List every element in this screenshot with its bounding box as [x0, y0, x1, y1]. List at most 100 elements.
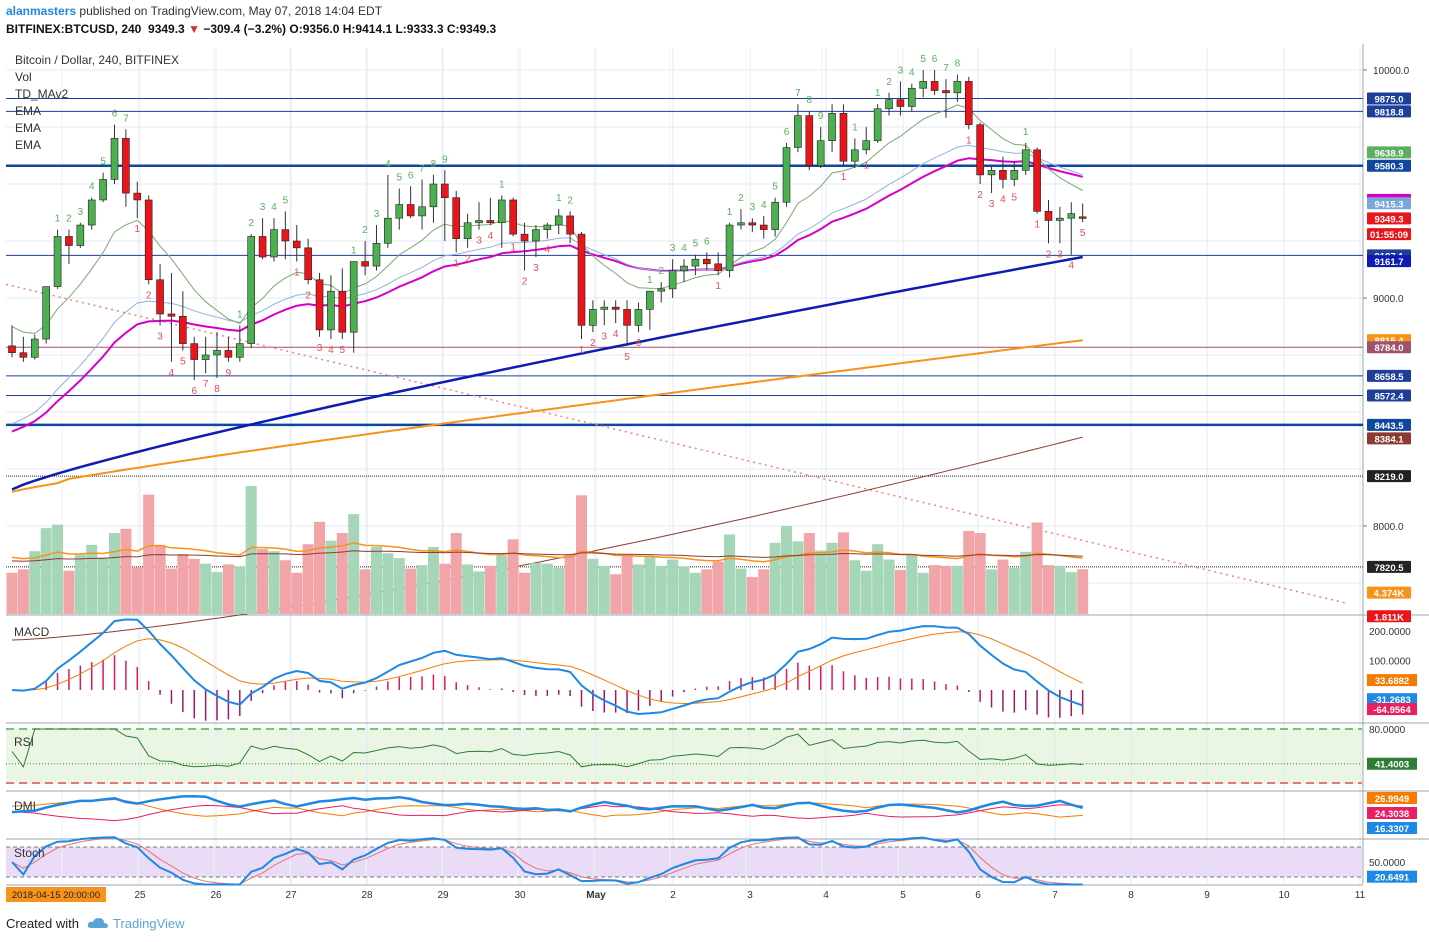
- candle: [384, 217, 392, 244]
- candle: [930, 81, 939, 91]
- candle: [862, 140, 871, 151]
- price-tag: [1367, 586, 1411, 599]
- tradingview-brand[interactable]: TradingView: [112, 916, 185, 931]
- price-tag-label: 9415.3: [1374, 199, 1403, 210]
- volume-bar: [883, 559, 895, 614]
- candle: [577, 233, 586, 326]
- td-count-label: 5: [100, 157, 106, 168]
- candle: [1067, 213, 1076, 219]
- dmi-plus-line: [11, 798, 1083, 818]
- price-tag-label: 9875.0: [1374, 95, 1403, 106]
- candle: [691, 258, 700, 267]
- ma-slow-line: [11, 436, 1083, 641]
- volume-bar: [1065, 572, 1077, 614]
- volume-bar: [462, 564, 474, 614]
- candle: [1078, 216, 1087, 219]
- candle: [782, 147, 791, 203]
- stoch-band: [6, 847, 1362, 877]
- volume-bar: [52, 524, 64, 614]
- td-count-label: 5: [180, 356, 186, 367]
- price-tag: [1367, 560, 1411, 573]
- candle: [452, 197, 461, 240]
- td-count-label: 4: [385, 159, 391, 170]
- td-count-label: 5: [283, 195, 289, 206]
- td-count-label: 4: [1000, 195, 1006, 206]
- candle: [429, 183, 438, 208]
- price-tag-label: 8658.5: [1374, 372, 1404, 383]
- candle: [714, 263, 722, 271]
- ema-blue-line: [11, 255, 1083, 491]
- td-count-label: 4: [89, 182, 95, 193]
- candle: [201, 354, 210, 360]
- legend-item: EMA: [15, 104, 41, 118]
- volume-bar: [598, 565, 610, 614]
- td-count-label: 9: [226, 368, 232, 379]
- volume-bar: [279, 560, 291, 614]
- volume-bar: [348, 514, 360, 614]
- td-count-label: 7: [943, 63, 949, 74]
- td-count-label: 3: [317, 343, 323, 354]
- candle: [1044, 211, 1053, 221]
- td-count-label: 1: [510, 242, 516, 253]
- volume-bar: [632, 564, 644, 614]
- td-count-label: 7: [203, 379, 209, 390]
- author-name[interactable]: alanmasters: [6, 4, 77, 18]
- price-tag-label: 4.374K: [1374, 589, 1405, 600]
- volume-bar: [769, 542, 781, 614]
- volume-bar: [257, 549, 269, 614]
- td-count-label: 8: [807, 95, 813, 106]
- rsi-axis-label: 80.0000: [1369, 725, 1406, 736]
- volume-bar: [109, 533, 121, 614]
- td-count-label: 2: [658, 266, 664, 277]
- volume-bar: [370, 546, 382, 614]
- td-count-label: 5: [1080, 228, 1086, 239]
- symbol-info: BITFINEX:BTCUSD, 240 9349.3 ▼ −309.4 (−3…: [6, 22, 496, 36]
- td-count-label: 5: [624, 352, 630, 363]
- td-count-label: 9: [442, 154, 448, 165]
- volume-ma-line: [11, 542, 1083, 563]
- publish-info: alanmasters published on TradingView.com…: [6, 4, 382, 18]
- volume-bar: [325, 540, 337, 614]
- candle: [908, 87, 916, 107]
- volume-bar: [439, 563, 451, 614]
- volume-bar: [393, 558, 405, 614]
- td-count-label: 5: [920, 54, 926, 65]
- price-axis-label: 8000.0: [1373, 522, 1404, 533]
- rsi-tag-label: 41.4003: [1375, 760, 1409, 771]
- chart-area[interactable]: 10000.09000.08000.09875.09818.89638.9958…: [0, 40, 1429, 910]
- price-tag: [1367, 341, 1411, 354]
- td-count-label: 7: [419, 163, 425, 174]
- volume-bar: [837, 532, 849, 614]
- td-count-label: 3: [670, 243, 676, 254]
- volume-bar: [120, 528, 132, 614]
- price-tag: [1367, 105, 1411, 118]
- candle: [19, 352, 28, 358]
- candle: [327, 290, 335, 331]
- td-count-label: 1: [135, 224, 141, 235]
- time-axis-label: 28: [361, 890, 373, 901]
- candle: [76, 224, 85, 246]
- macd-line: [11, 618, 1084, 716]
- td-count-label: 1: [499, 179, 505, 190]
- macd-tag: [1367, 693, 1417, 706]
- td-count-label: 1: [453, 258, 459, 269]
- td-count-label: 2: [305, 290, 311, 301]
- candle: [805, 115, 814, 167]
- volume-bar: [1020, 551, 1032, 614]
- td-count-label: 6: [112, 109, 118, 120]
- candle: [133, 192, 142, 201]
- td-count-label: 2: [248, 218, 254, 229]
- time-axis-label: 30: [514, 890, 526, 901]
- start-date-label: 2018-04-15 20:00:00: [12, 890, 100, 901]
- volume-bar: [781, 526, 793, 614]
- candle: [497, 199, 506, 224]
- dmi-tag-label: 16.3307: [1375, 824, 1409, 835]
- candle: [441, 183, 449, 198]
- price-tag-label: 9818.8: [1374, 107, 1403, 118]
- volume-bar: [678, 566, 690, 614]
- candle: [349, 261, 358, 333]
- volume-ma-slow-line: [11, 550, 1083, 562]
- volume-bar: [450, 533, 462, 614]
- dmi-tag: [1367, 792, 1417, 804]
- td-count-label: 4: [909, 68, 915, 79]
